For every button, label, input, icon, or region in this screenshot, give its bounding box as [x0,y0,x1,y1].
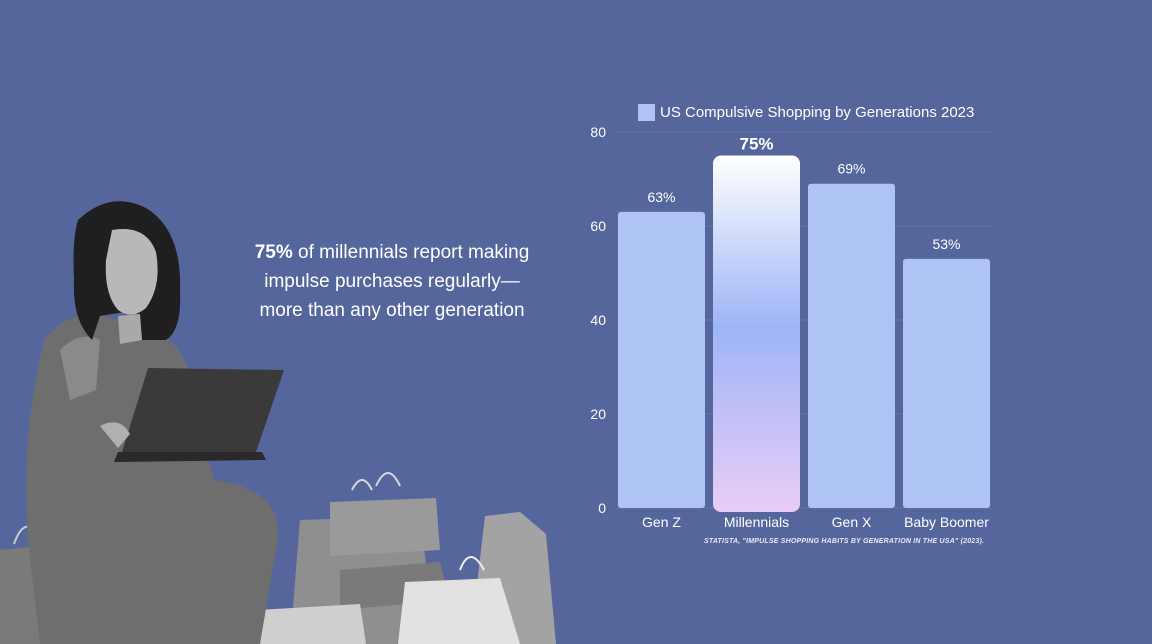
y-tick-label: 20 [590,406,606,422]
callout-line-1: of millennials report making [292,242,530,263]
y-tick-label: 80 [590,124,606,140]
data-label: 69% [837,161,865,177]
callout-emphasis: 75% [254,242,293,263]
bar-highlight [713,155,800,512]
data-label: 53% [932,236,960,252]
legend-swatch [638,104,655,121]
x-tick-label: Baby Boomer [904,514,989,530]
bar [618,211,705,508]
y-axis-ticks: 0 20 40 60 80 [590,124,606,516]
y-tick-label: 60 [590,218,606,234]
data-label: 63% [647,189,675,205]
x-axis-ticks: Gen Z Millennials Gen X Baby Boomer [642,514,989,530]
y-tick-label: 0 [598,500,606,516]
callout-text: 75% of millennials report making impulse… [232,238,552,325]
data-label: 75% [739,135,773,154]
bars [618,155,990,512]
source-citation: STATISTA, "IMPULSE SHOPPING HABITS BY GE… [704,538,985,545]
bar [808,183,895,508]
data-labels: 63% 75% 69% 53% [647,135,960,252]
callout-line-3: more than any other generation [259,300,525,321]
y-tick-label: 40 [590,312,606,328]
x-tick-label: Millennials [724,514,789,530]
bar [903,258,990,508]
x-tick-label: Gen X [832,514,872,530]
legend: US Compulsive Shopping by Generations 20… [638,104,974,121]
callout-line-2: impulse purchases regularly— [264,271,520,292]
legend-label: US Compulsive Shopping by Generations 20… [660,104,974,121]
woman-with-laptop-photo [0,201,556,644]
x-tick-label: Gen Z [642,514,681,530]
